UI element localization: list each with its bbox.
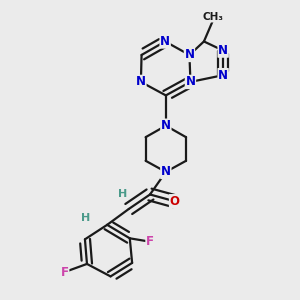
Text: N: N bbox=[185, 75, 195, 88]
Text: N: N bbox=[161, 119, 171, 132]
Text: F: F bbox=[61, 266, 69, 278]
Text: N: N bbox=[136, 75, 146, 88]
Text: N: N bbox=[161, 165, 171, 178]
Text: O: O bbox=[169, 195, 180, 208]
Text: F: F bbox=[146, 235, 154, 248]
Text: N: N bbox=[184, 48, 194, 62]
Text: N: N bbox=[218, 44, 228, 57]
Text: N: N bbox=[218, 69, 228, 82]
Text: H: H bbox=[118, 190, 128, 200]
Text: N: N bbox=[160, 35, 170, 48]
Text: H: H bbox=[81, 213, 91, 223]
Text: CH₃: CH₃ bbox=[202, 12, 224, 22]
